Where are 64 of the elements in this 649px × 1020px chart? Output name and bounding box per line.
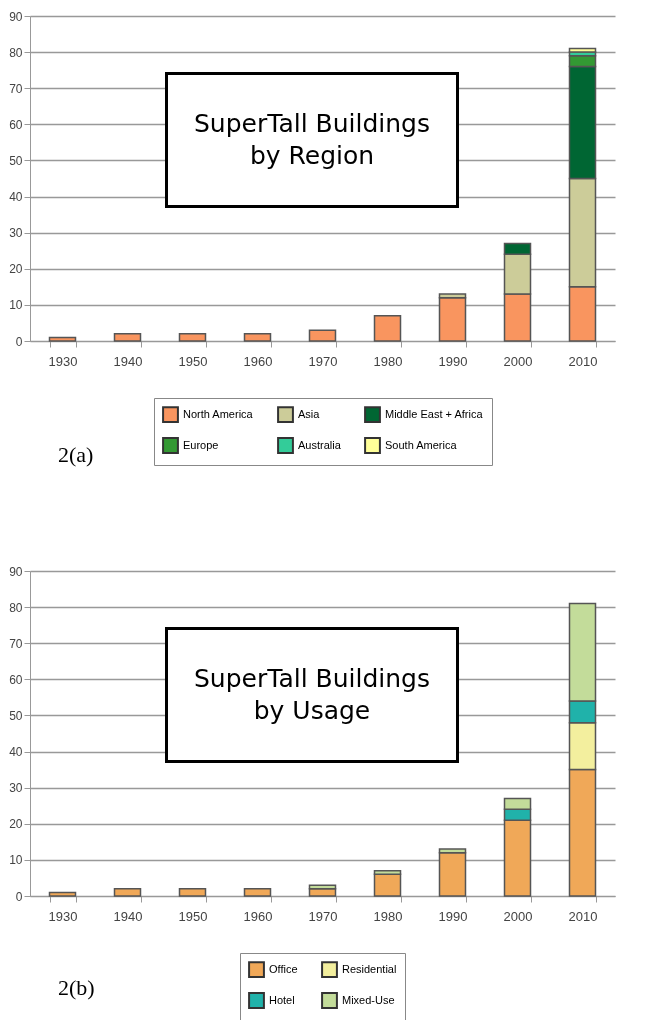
bar [113, 333, 142, 342]
bar [48, 336, 77, 342]
x-tick-label: 1940 [113, 908, 143, 924]
y-tick-label: 50 [9, 153, 23, 168]
y-tick-label: 70 [9, 636, 23, 651]
x-tick-label: 1960 [243, 908, 273, 924]
bar [308, 329, 337, 342]
y-tick-label: 0 [15, 334, 23, 349]
y-tick-label: 10 [9, 853, 23, 868]
text: 2(a) [58, 442, 94, 468]
text: 2(b) [58, 975, 95, 1001]
y-tick-label: 60 [9, 117, 23, 132]
y-tick-label: 90 [9, 564, 23, 579]
legend-label: Asia [298, 407, 321, 420]
y-tick-label: 80 [9, 600, 23, 615]
x-tick-label: 1990 [438, 908, 468, 924]
bar [568, 47, 597, 53]
x-tick-label: 2010 [568, 353, 598, 369]
y-tick-label: 80 [9, 45, 23, 60]
x-tick-label: 1970 [308, 908, 338, 924]
bar [243, 888, 272, 897]
legend-label: North America [183, 407, 254, 420]
x-tick-label: 2000 [503, 908, 533, 924]
y-tick-label: 40 [9, 745, 23, 760]
x-tick-label: 1940 [113, 353, 143, 369]
bar [373, 873, 402, 897]
x-tick-label: 1980 [373, 908, 403, 924]
y-tick-label: 30 [9, 226, 23, 241]
y-tick-label: 70 [9, 81, 23, 96]
bar [438, 296, 467, 342]
x-tick-label: 1930 [48, 353, 78, 369]
y-tick-label: 60 [9, 672, 23, 687]
x-tick-label: 2000 [503, 353, 533, 369]
legend-label: South America [385, 438, 458, 451]
x-tick-label: 2010 [568, 908, 598, 924]
legend-label: Hotel [269, 993, 295, 1006]
y-tick-label: 40 [9, 190, 23, 205]
bar [178, 888, 207, 897]
legend-label: Europe [183, 438, 219, 451]
y-tick-label: 20 [9, 262, 23, 277]
y-tick-label: 0 [15, 889, 23, 904]
x-tick-label: 1990 [438, 353, 468, 369]
bar [178, 333, 207, 342]
x-tick-label: 1970 [308, 353, 338, 369]
y-tick-label: 10 [9, 298, 23, 313]
x-tick-label: 1930 [48, 908, 78, 924]
legend-label: Residential [342, 962, 397, 975]
y-tick-label: 20 [9, 817, 23, 832]
bar [48, 891, 77, 897]
x-tick-label: 1980 [373, 353, 403, 369]
y-tick-label: 30 [9, 781, 23, 796]
bar [113, 888, 142, 897]
y-tick-label: 90 [9, 9, 23, 24]
x-tick-label: 1960 [243, 353, 273, 369]
y-tick-label: 50 [9, 708, 23, 723]
legend-label: Middle East + Africa [385, 407, 484, 420]
bar [243, 333, 272, 342]
bar [438, 851, 467, 897]
bar [373, 314, 402, 342]
legend-label: Mixed-Use [342, 993, 395, 1006]
x-tick-label: 1950 [178, 908, 208, 924]
x-tick-label: 1950 [178, 353, 208, 369]
legend-label: Office [269, 962, 298, 975]
legend-label: Australia [298, 438, 342, 451]
